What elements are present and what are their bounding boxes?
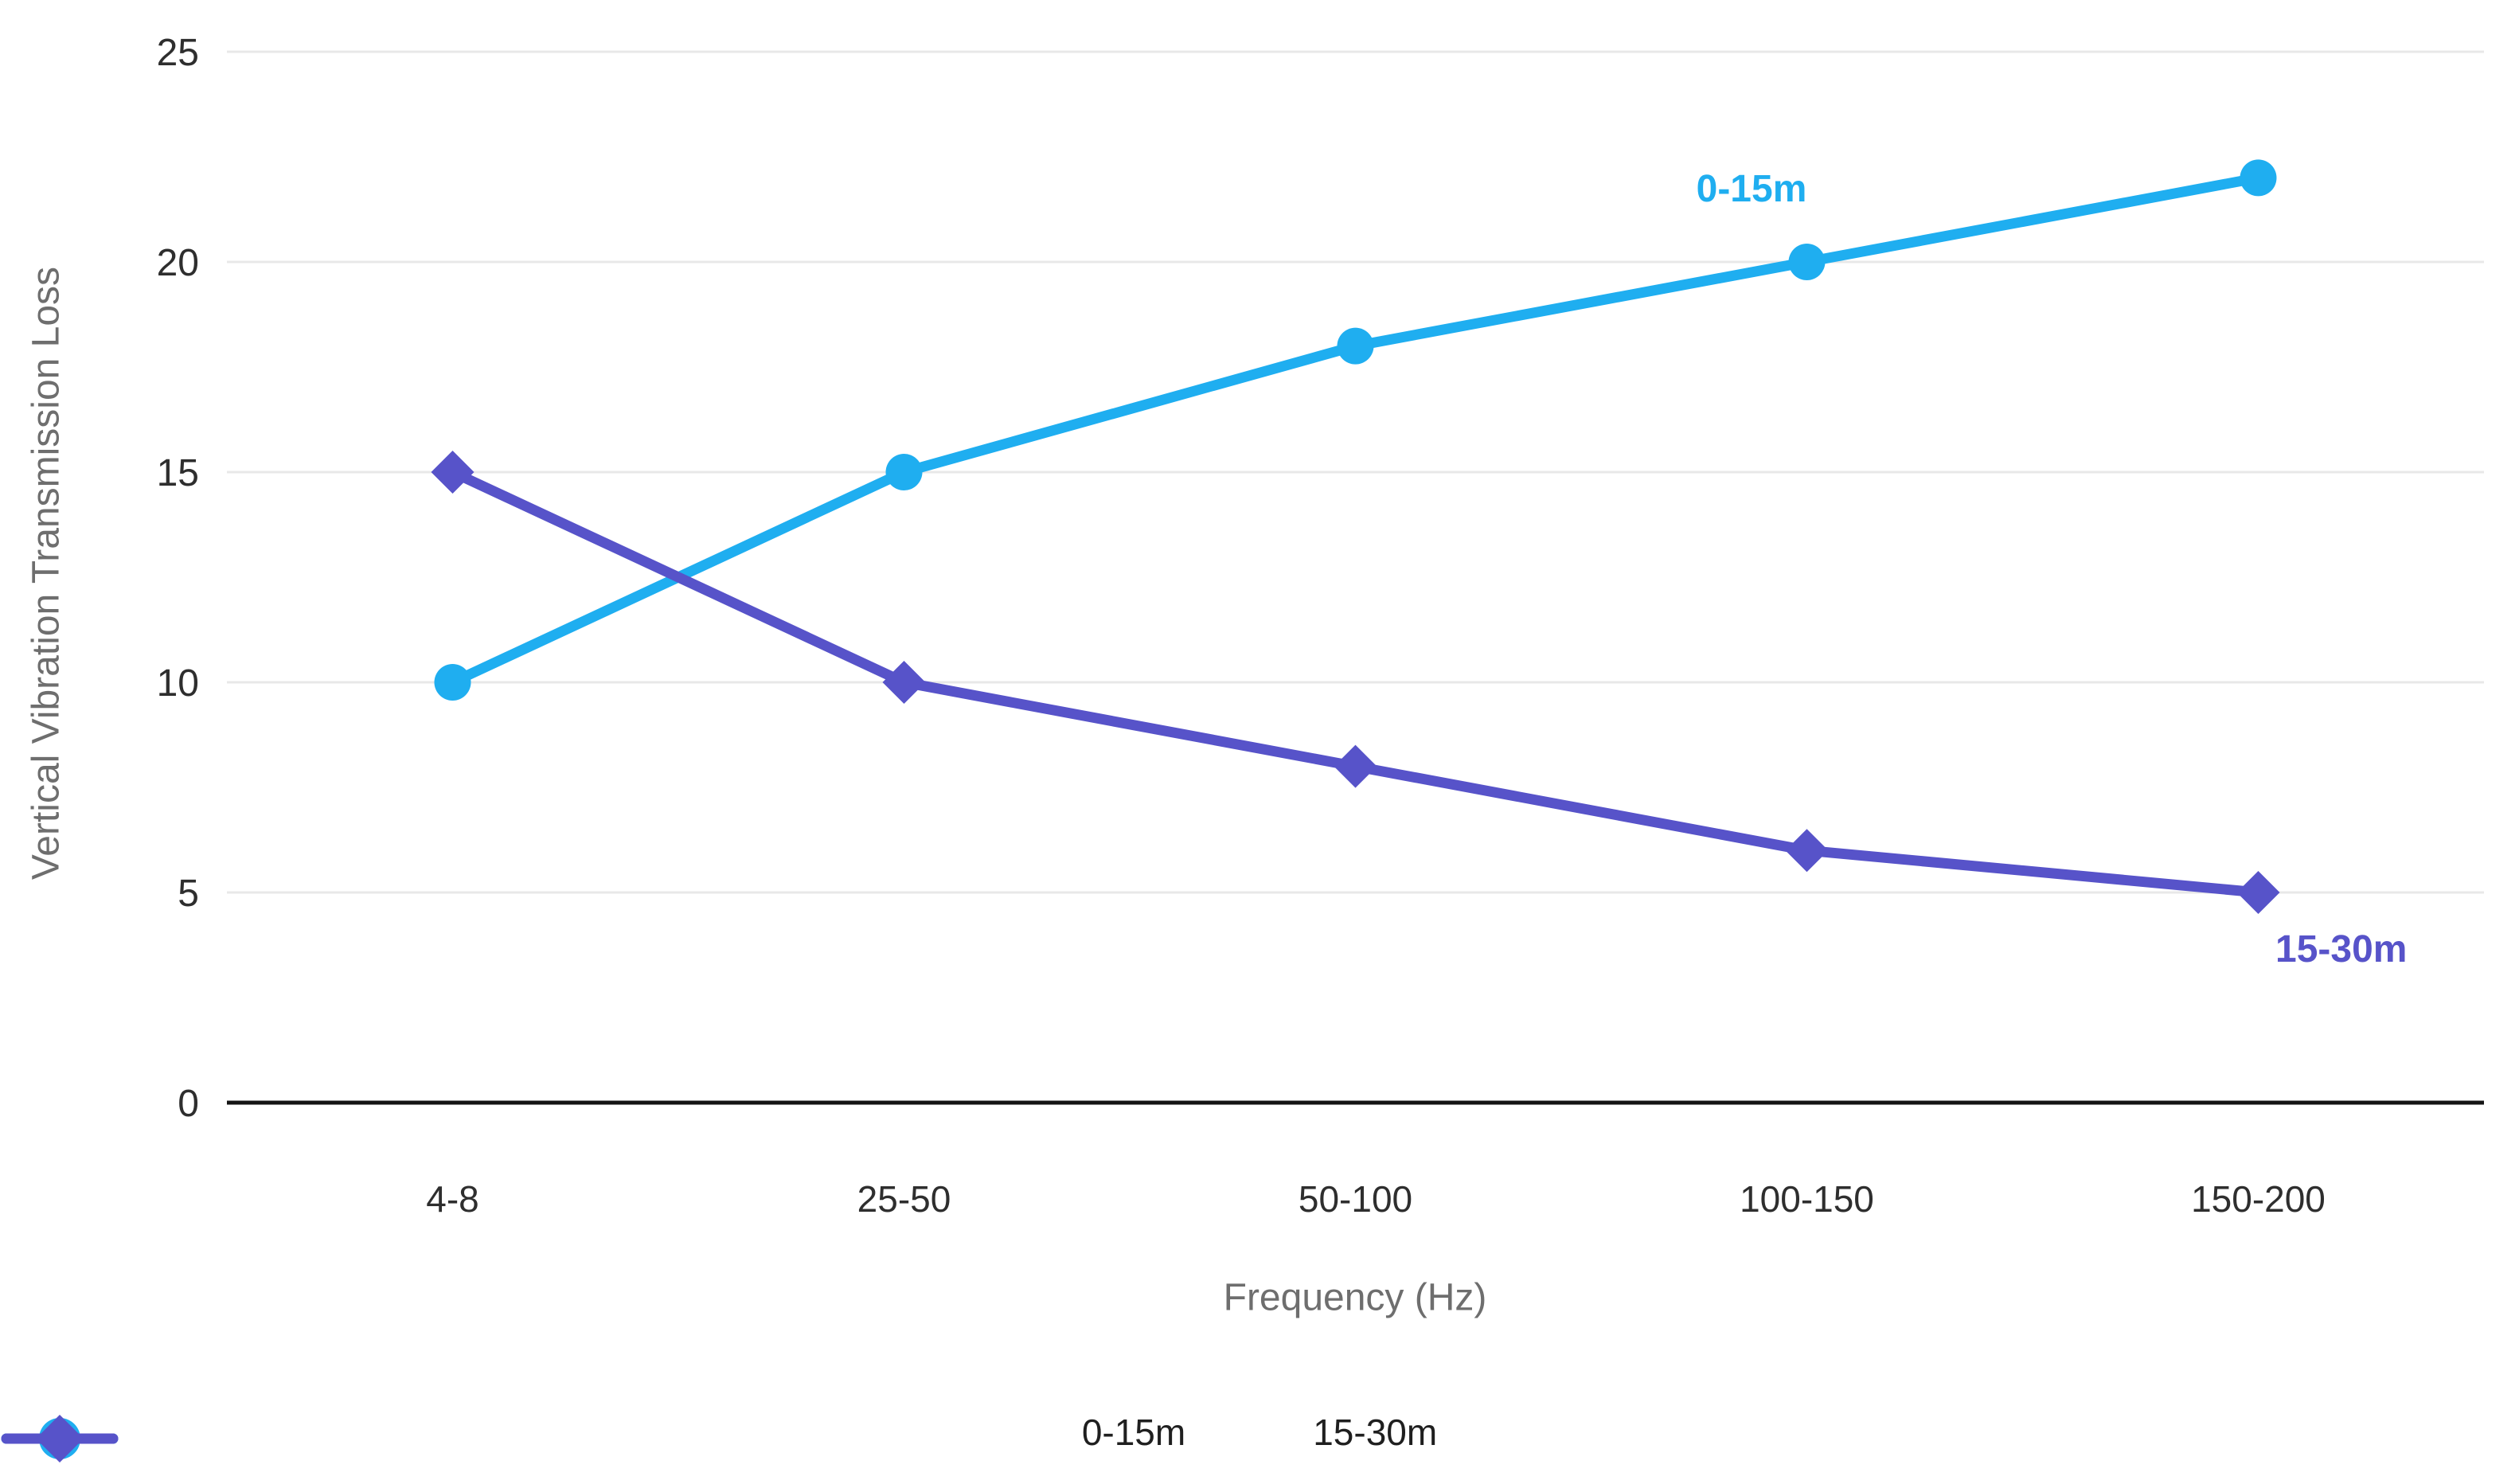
legend-item-0-15m: 0-15m	[1, 1411, 1186, 1459]
legend-item-label: 0-15m	[1081, 1412, 1186, 1453]
legend-item-15-30m: 15-30m	[1, 1411, 1438, 1463]
data-point-0-15m	[2240, 159, 2277, 197]
y-tick-label: 15	[157, 452, 199, 494]
y-tick-label: 10	[157, 662, 199, 705]
x-axis-title: Frequency (Hz)	[1223, 1276, 1487, 1319]
y-tick-label: 5	[178, 873, 199, 915]
data-point-15-30m	[882, 661, 926, 704]
data-point-0-15m	[434, 664, 471, 701]
data-point-15-30m	[2236, 871, 2280, 914]
x-tick-label: 150-200	[2191, 1178, 2326, 1220]
data-point-15-30m	[1334, 744, 1377, 788]
data-point-0-15m	[1788, 244, 1826, 280]
y-tick-label: 0	[178, 1083, 199, 1125]
data-point-0-15m	[1337, 327, 1374, 365]
x-tick-label: 100-150	[1740, 1178, 1874, 1220]
x-tick-label: 50-100	[1299, 1178, 1412, 1220]
x-tick-label: 4-8	[426, 1178, 478, 1220]
y-axis-title: Vertical Vibration Transmission Loss	[25, 266, 68, 881]
series-label-0-15m: 0-15m	[1697, 168, 1807, 210]
data-point-15-30m	[1785, 829, 1829, 873]
data-point-0-15m	[885, 454, 923, 490]
x-tick-label: 25-50	[857, 1178, 951, 1220]
y-tick-label: 20	[157, 242, 199, 284]
y-tick-label: 25	[157, 32, 199, 74]
data-point-15-30m	[431, 451, 475, 494]
series-label-15-30m: 15-30m	[2275, 928, 2407, 970]
legend-diamond-marker-icon	[1, 1415, 119, 1463]
legend-marker-glyph	[36, 1415, 84, 1463]
series-line-0-15m	[447, 172, 2263, 688]
legend: 0-15m 15-30m	[0, 1411, 2519, 1463]
legend-item-label: 15-30m	[1313, 1412, 1438, 1453]
